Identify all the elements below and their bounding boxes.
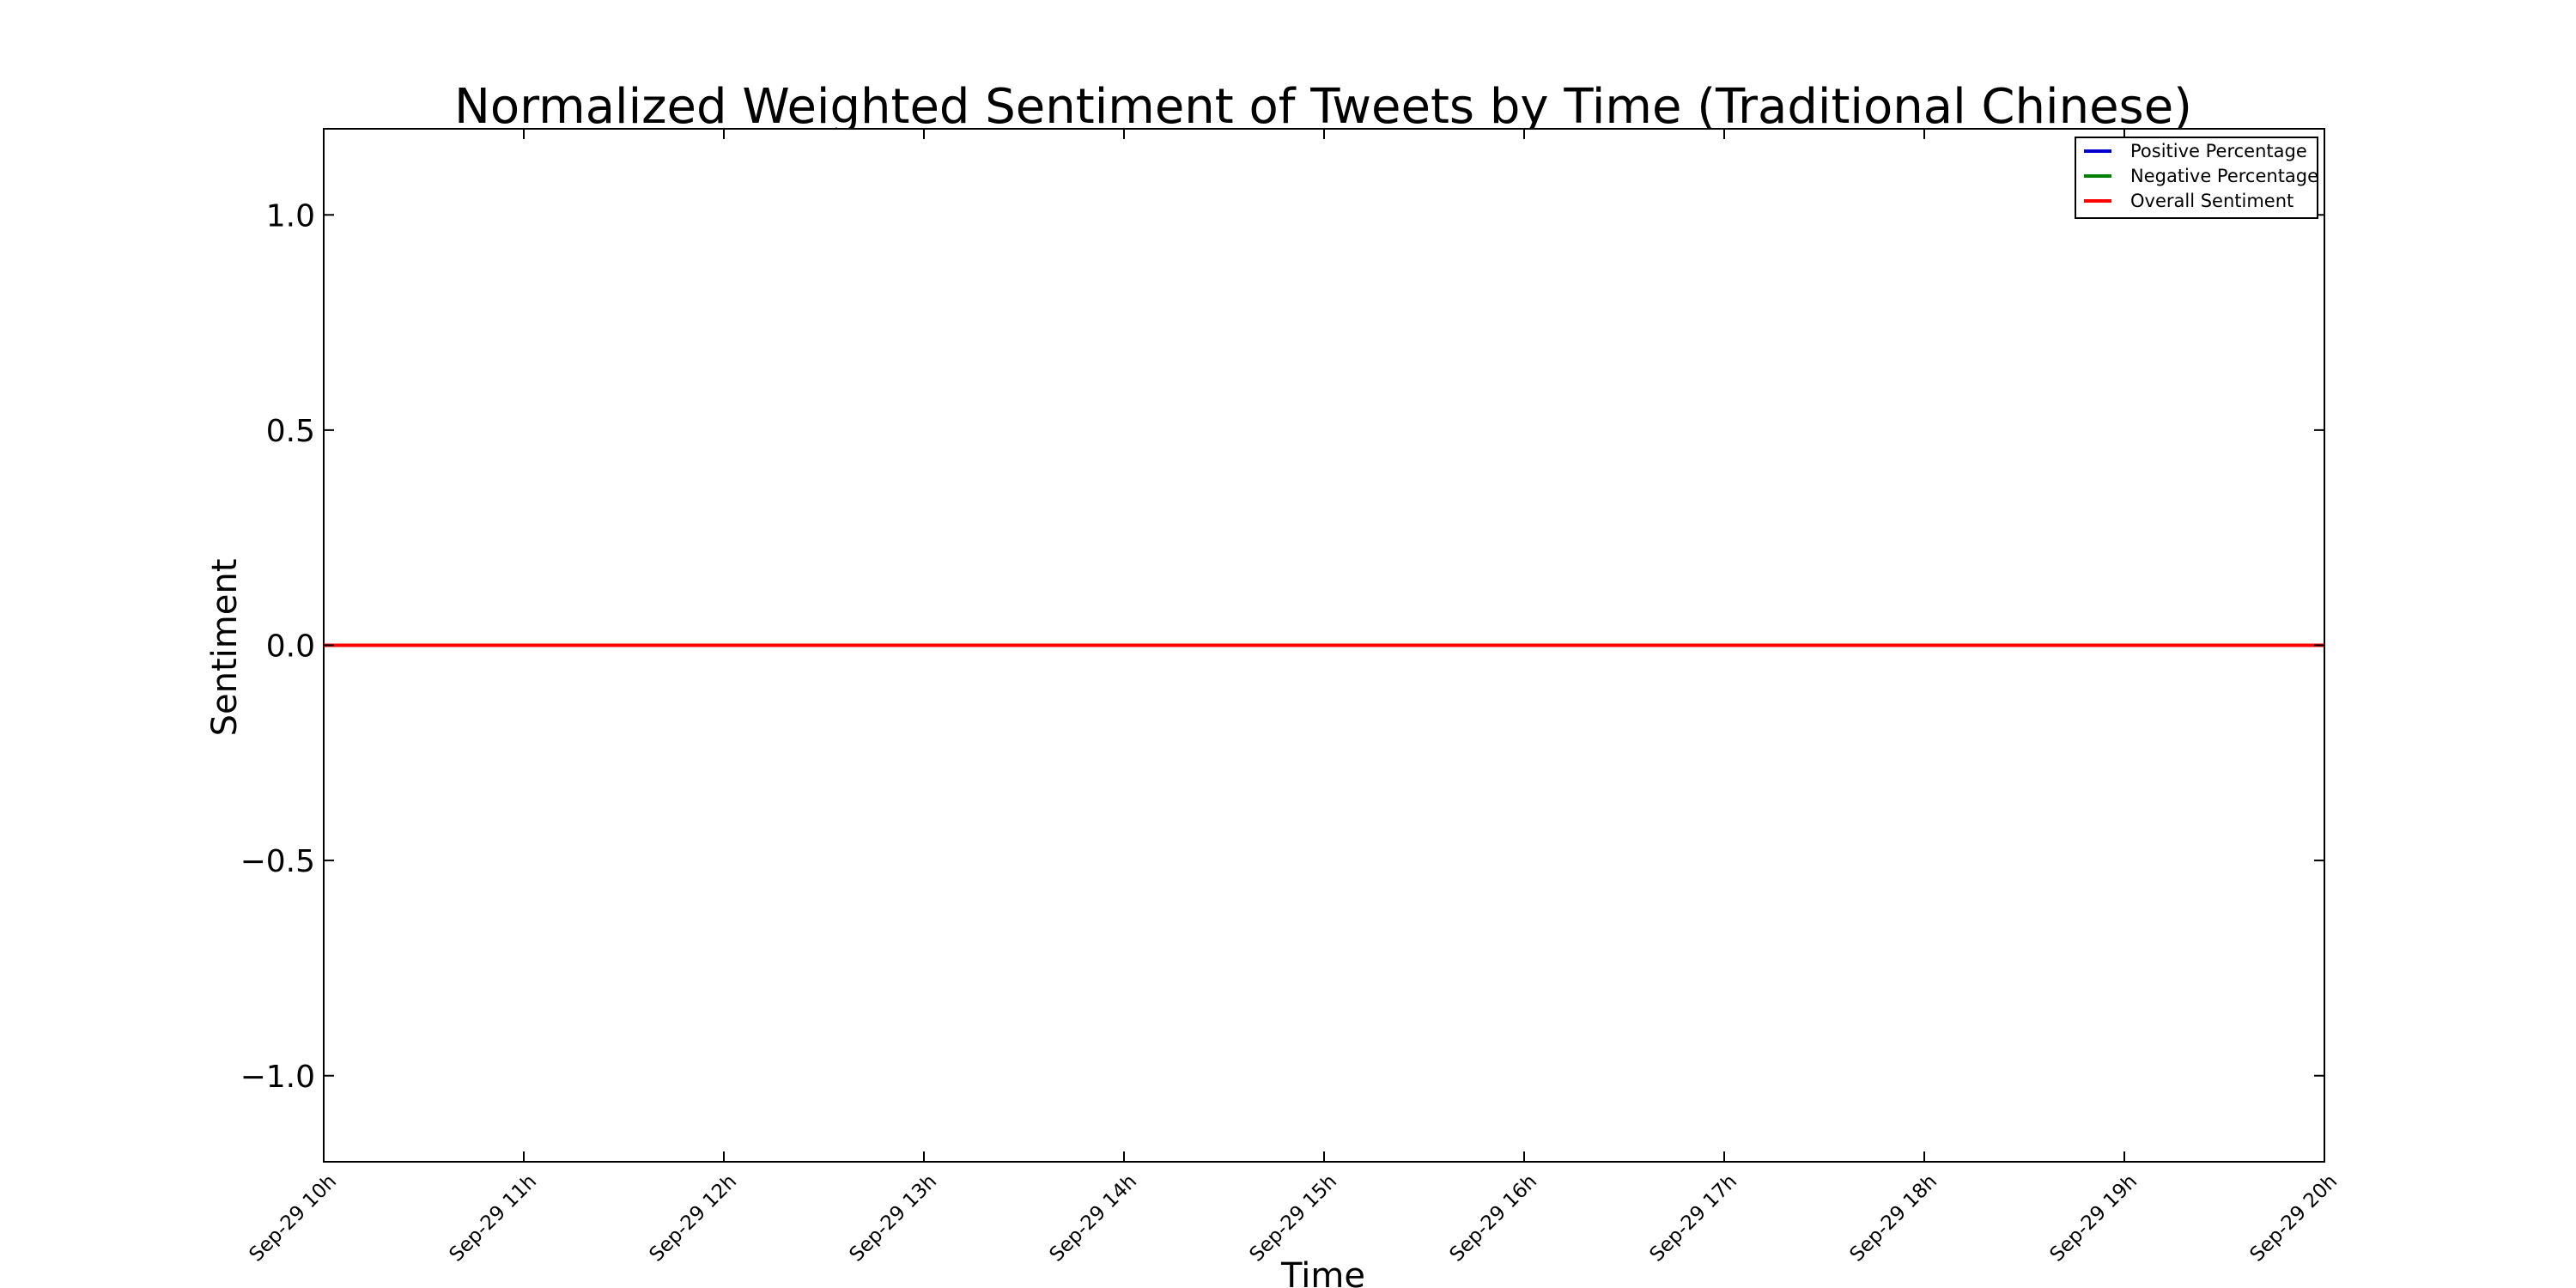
y-tick-label: −1.0 xyxy=(240,1060,315,1095)
chart-title: Normalized Weighted Sentiment of Tweets … xyxy=(454,79,2192,135)
legend-label: Positive Percentage xyxy=(2130,141,2307,161)
y-axis: 1.0 0.5 0.0 −0.5 −1.0 xyxy=(240,198,2324,1095)
x-axis-label: Time xyxy=(1280,1256,1365,1288)
y-axis-label: Sentiment xyxy=(205,559,245,737)
x-tick-label: Sep-29 15h xyxy=(1245,1170,1341,1267)
legend-box xyxy=(2075,137,2318,219)
x-tick-label: Sep-29 19h xyxy=(2045,1170,2142,1267)
x-tick-label: Sep-29 18h xyxy=(1845,1170,1941,1267)
x-tick-label: Sep-29 17h xyxy=(1645,1170,1741,1267)
legend-label: Overall Sentiment xyxy=(2130,191,2293,211)
y-tick-label: 0.5 xyxy=(266,414,315,449)
x-tick-label: Sep-29 14h xyxy=(1045,1170,1141,1267)
x-tick-label: Sep-29 13h xyxy=(845,1170,941,1267)
x-tick-label: Sep-29 12h xyxy=(645,1170,741,1267)
x-tick-label: Sep-29 20h xyxy=(2245,1170,2342,1267)
x-tick-label: Sep-29 10h xyxy=(245,1170,341,1267)
y-tick-label: −0.5 xyxy=(240,844,315,879)
x-tick-label: Sep-29 11h xyxy=(445,1170,541,1267)
legend-label: Negative Percentage xyxy=(2130,166,2318,186)
legend: Positive Percentage Negative Percentage Ov… xyxy=(2075,137,2318,219)
y-tick-label: 0.0 xyxy=(266,629,315,665)
y-tick-label: 1.0 xyxy=(266,198,315,234)
x-tick-label: Sep-29 16h xyxy=(1445,1170,1541,1267)
